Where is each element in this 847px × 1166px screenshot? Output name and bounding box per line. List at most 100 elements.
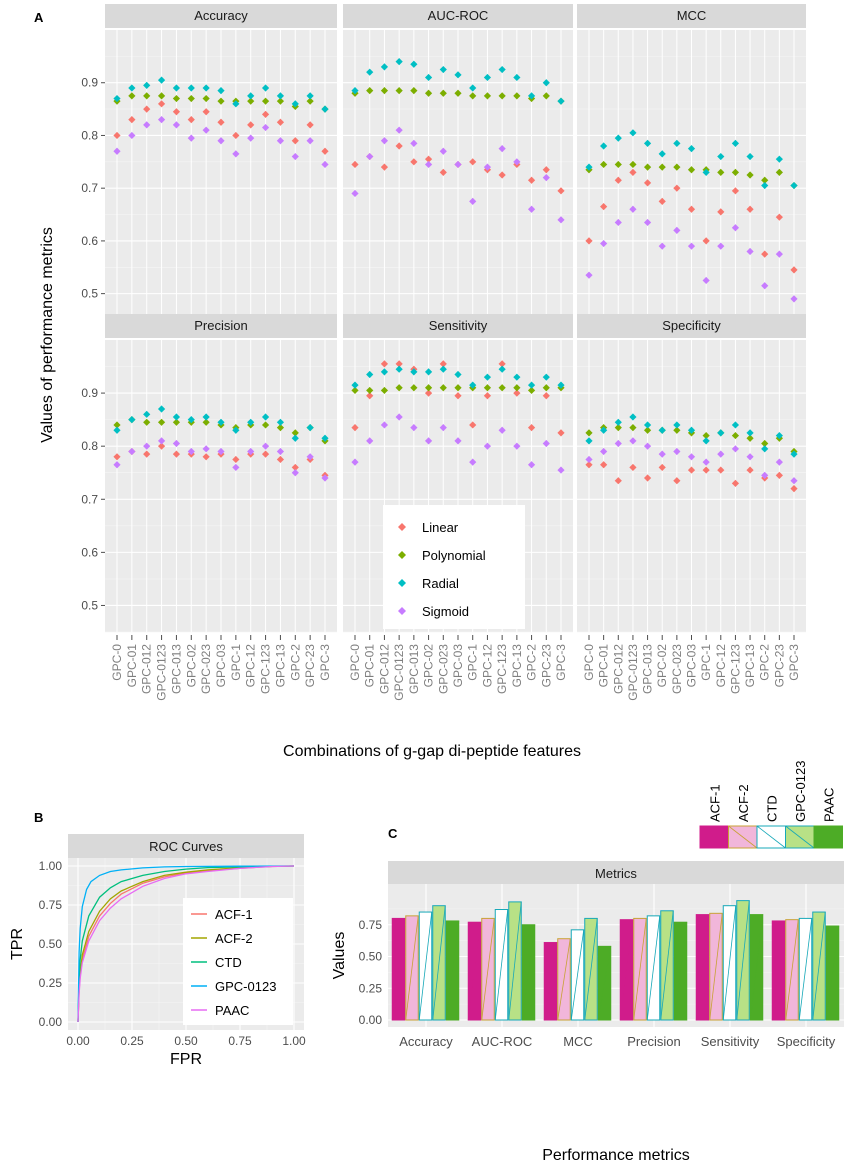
point-linear bbox=[202, 453, 210, 461]
point-linear bbox=[673, 184, 681, 192]
point-linear bbox=[673, 477, 681, 485]
point-radial bbox=[291, 434, 299, 442]
x-category-label: GPC-0123 bbox=[155, 644, 169, 701]
point-radial bbox=[366, 68, 374, 76]
point-sigmoid bbox=[600, 239, 608, 248]
legend-label: PAAC bbox=[821, 788, 836, 822]
point-radial bbox=[232, 426, 240, 434]
point-linear bbox=[261, 110, 270, 118]
point-linear bbox=[614, 477, 622, 485]
point-radial bbox=[187, 84, 195, 92]
y-tick-label: 0.50 bbox=[359, 950, 383, 964]
point-linear bbox=[291, 463, 299, 472]
bar-slash-acf-1 bbox=[543, 942, 558, 1021]
y-tick-label: 0.00 bbox=[359, 1013, 383, 1027]
point-linear bbox=[658, 463, 666, 472]
x-category-label: GPC-02 bbox=[655, 644, 669, 688]
point-radial bbox=[395, 365, 403, 373]
point-linear bbox=[424, 155, 433, 163]
point-linear bbox=[366, 392, 374, 400]
point-radial bbox=[643, 139, 652, 147]
legend-label: Polynomial bbox=[422, 548, 486, 563]
bar-slash-gpc-0123 bbox=[584, 918, 598, 1021]
point-radial bbox=[128, 416, 136, 424]
point-linear bbox=[261, 450, 270, 458]
roc-line-ctd bbox=[77, 865, 295, 1023]
point-linear bbox=[143, 450, 151, 458]
point-sigmoid bbox=[366, 152, 374, 161]
x-category-label: GPC-13 bbox=[273, 644, 287, 688]
x-category-label: GPC-12 bbox=[244, 644, 258, 688]
point-sigmoid bbox=[527, 205, 536, 213]
point-radial bbox=[614, 418, 622, 426]
point-sigmoid bbox=[585, 455, 593, 464]
point-sigmoid bbox=[717, 450, 725, 458]
x-category-label: GPC-12 bbox=[480, 644, 494, 688]
point-linear bbox=[187, 116, 195, 124]
point-linear bbox=[557, 187, 565, 195]
point-sigmoid bbox=[113, 147, 121, 155]
point-polynomial bbox=[658, 163, 666, 171]
point-radial bbox=[687, 426, 696, 434]
point-radial bbox=[172, 84, 181, 92]
point-linear bbox=[643, 474, 652, 482]
point-sigmoid bbox=[498, 426, 506, 434]
point-sigmoid bbox=[702, 276, 710, 285]
x-category-label: GPC-0 bbox=[348, 644, 362, 681]
point-sigmoid bbox=[542, 174, 550, 182]
point-radial bbox=[306, 92, 314, 100]
point-polynomial bbox=[629, 160, 637, 169]
legend-box bbox=[383, 505, 525, 629]
point-radial bbox=[113, 426, 121, 434]
point-radial bbox=[172, 413, 181, 421]
x-category-label: GPC-23 bbox=[539, 644, 553, 688]
point-polynomial bbox=[498, 92, 506, 100]
legend-label: Linear bbox=[422, 520, 459, 535]
point-sigmoid bbox=[687, 453, 696, 461]
point-polynomial bbox=[542, 384, 550, 392]
point-polynomial bbox=[731, 431, 740, 440]
point-sigmoid bbox=[172, 439, 181, 448]
bar-slash-gpc-0123 bbox=[736, 900, 750, 1021]
x-category-label: GPC-3 bbox=[554, 644, 568, 681]
point-sigmoid bbox=[746, 247, 754, 256]
point-polynomial bbox=[202, 94, 210, 103]
bar-slash-gpc-0123 bbox=[508, 901, 522, 1021]
bar-slash-ctd bbox=[418, 912, 433, 1021]
x-category-label: GPC-012 bbox=[611, 644, 625, 694]
point-sigmoid bbox=[629, 205, 637, 213]
point-sigmoid bbox=[439, 147, 447, 155]
point-linear bbox=[731, 479, 740, 487]
bar-slash-paac bbox=[597, 946, 612, 1021]
x-category-label: GPC-023 bbox=[199, 644, 213, 694]
point-polynomial bbox=[585, 429, 593, 437]
point-sigmoid bbox=[761, 471, 769, 479]
point-linear bbox=[380, 163, 389, 171]
point-sigmoid bbox=[469, 458, 477, 466]
point-polynomial bbox=[513, 384, 521, 392]
point-polynomial bbox=[113, 421, 121, 429]
legend-label: CTD bbox=[764, 795, 779, 822]
legend-key-slash bbox=[728, 825, 758, 849]
x-tick-label: 0.00 bbox=[66, 1034, 90, 1048]
point-radial bbox=[498, 65, 506, 74]
point-radial bbox=[232, 100, 240, 108]
point-sigmoid bbox=[380, 137, 389, 145]
point-linear bbox=[483, 392, 492, 400]
point-linear bbox=[527, 176, 536, 184]
point-sigmoid bbox=[217, 447, 225, 456]
point-sigmoid bbox=[790, 477, 798, 485]
roc-line-acf-2 bbox=[77, 865, 295, 1023]
point-radial bbox=[113, 94, 121, 103]
point-sigmoid bbox=[128, 447, 136, 456]
point-polynomial bbox=[761, 439, 769, 448]
y-tick-label: 0.00 bbox=[39, 1015, 63, 1029]
y-tick-label: 0.5 bbox=[81, 287, 98, 301]
point-linear bbox=[276, 455, 285, 464]
y-tick-label: 0.9 bbox=[81, 76, 98, 90]
point-linear bbox=[395, 142, 403, 150]
x-category-label: GPC-023 bbox=[436, 644, 450, 694]
point-radial bbox=[483, 373, 492, 381]
point-polynomial bbox=[410, 384, 418, 392]
point-sigmoid bbox=[380, 421, 389, 429]
